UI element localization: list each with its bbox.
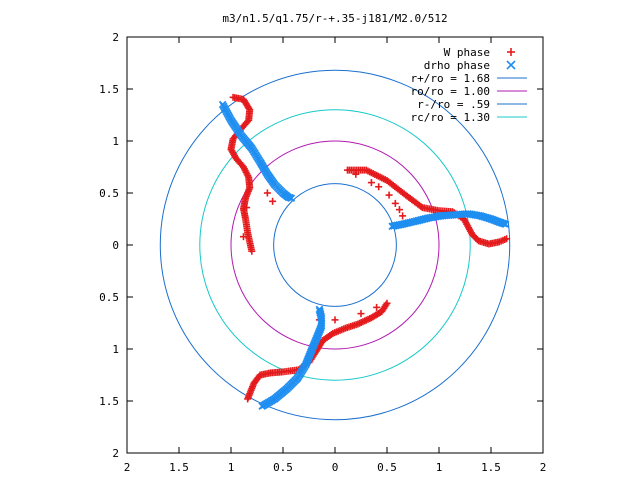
legend-label: drho phase: [424, 59, 490, 72]
legend-label: rc/ro = 1.30: [411, 111, 490, 124]
legend-label: r-/ro = .59: [417, 98, 490, 111]
w-phase-point: [373, 303, 381, 311]
w-phase-point: [331, 316, 339, 324]
circle-r-ro: [273, 183, 397, 307]
y-tick-label: 2: [112, 31, 119, 44]
w-phase-point: [385, 191, 393, 199]
w-phase-point: [263, 189, 271, 197]
w-phase-point: [395, 206, 403, 214]
x-tick-label: 1.5: [169, 461, 189, 474]
w-phase-point: [352, 170, 360, 178]
legend-x-icon: [506, 60, 516, 70]
data-points: [218, 93, 511, 411]
w-phase-point: [239, 233, 247, 241]
w-phase-point: [357, 310, 365, 318]
circle-r+ro: [159, 69, 511, 421]
x-tick-label: 0: [332, 461, 339, 474]
w-phase-point: [503, 235, 511, 243]
x-tick-label: 1: [228, 461, 235, 474]
w-phase-point: [367, 179, 375, 187]
chart-title: m3/n1.5/q1.75/r-+.35-j181/M2.0/512: [222, 12, 447, 25]
y-tick-label: 1: [112, 135, 119, 148]
w-phase-point: [243, 204, 251, 212]
w-phase-point: [375, 183, 383, 191]
y-tick-label: 0.5: [99, 291, 119, 304]
reference-circles: [159, 69, 511, 421]
y-tick-label: 1.5: [99, 83, 119, 96]
w-phase-point: [248, 247, 256, 255]
legend-label: r+/ro = 1.68: [411, 72, 490, 85]
x-tick-label: 0.5: [377, 461, 397, 474]
x-tick-label: 1: [436, 461, 443, 474]
drho-phase-point: [315, 305, 324, 314]
x-tick-label: 1.5: [481, 461, 501, 474]
x-tick-label: 2: [540, 461, 547, 474]
y-tick-label: 1: [112, 343, 119, 356]
w-phase-point: [391, 199, 399, 207]
legend-label: W phase: [444, 46, 490, 59]
legend-label: ro/ro = 1.00: [411, 85, 490, 98]
y-tick-label: 1.5: [99, 395, 119, 408]
drho-phase-point: [501, 220, 510, 229]
x-tick-label: 2: [124, 461, 131, 474]
circle-roro: [230, 140, 440, 350]
y-tick-label: 0: [112, 239, 119, 252]
w-phase-point: [269, 197, 277, 205]
x-tick-label: 0.5: [273, 461, 293, 474]
y-tick-label: 0.5: [99, 187, 119, 200]
axis-ticks: 2 1.5 1 0.5 0 0.5 1 1.5 221.510.500.511.52: [99, 31, 546, 474]
w-phase-point: [399, 212, 407, 220]
w-phase-point: [417, 202, 425, 210]
circle-rcro: [199, 109, 471, 381]
w-phase-point: [244, 395, 252, 403]
drho-phase-point: [287, 194, 296, 203]
y-tick-label: 2: [112, 447, 119, 460]
